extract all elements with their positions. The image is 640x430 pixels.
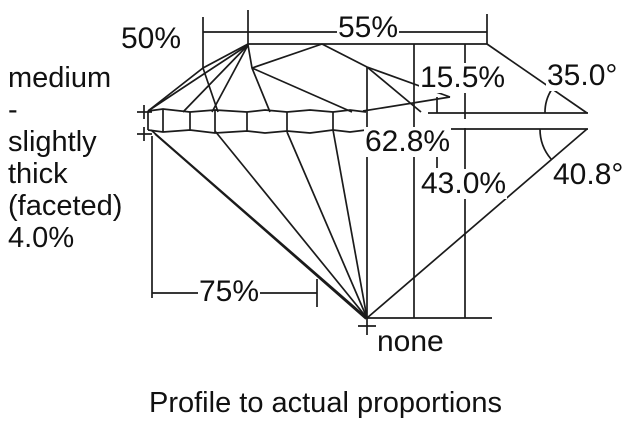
girdle-band <box>147 108 367 134</box>
pavilion-facets <box>150 128 588 320</box>
crown-angle-label: 35.0° <box>546 59 619 92</box>
table-size-label: 55% <box>337 11 400 44</box>
angle-arcs <box>539 88 553 160</box>
girdle-description-line: slightly <box>8 126 97 158</box>
girdle-description-line: - <box>8 94 18 126</box>
pavilion-depth-label: 43.0% <box>420 167 508 200</box>
lower-girdle-label: 75% <box>198 275 261 308</box>
girdle-cross-marks <box>137 105 152 141</box>
culet-marks <box>358 317 492 335</box>
girdle-description-line: thick <box>8 158 68 190</box>
star-length-label: 50% <box>120 22 183 55</box>
caption: Profile to actual proportions <box>149 387 503 419</box>
pavilion-angle-label: 40.8° <box>552 158 625 191</box>
girdle-description: medium - slightly thick (faceted) 4.0% <box>8 62 122 254</box>
girdle-description-line: (faceted) <box>8 190 123 222</box>
girdle-description-line: 4.0% <box>8 222 75 254</box>
girdle-reference-lines <box>428 112 588 130</box>
girdle-description-line: medium <box>8 62 112 94</box>
crown-facets <box>147 43 588 114</box>
total-depth-label: 62.8% <box>364 125 452 158</box>
crown-height-label: 15.5% <box>419 61 507 94</box>
culet-label: none <box>376 325 445 358</box>
